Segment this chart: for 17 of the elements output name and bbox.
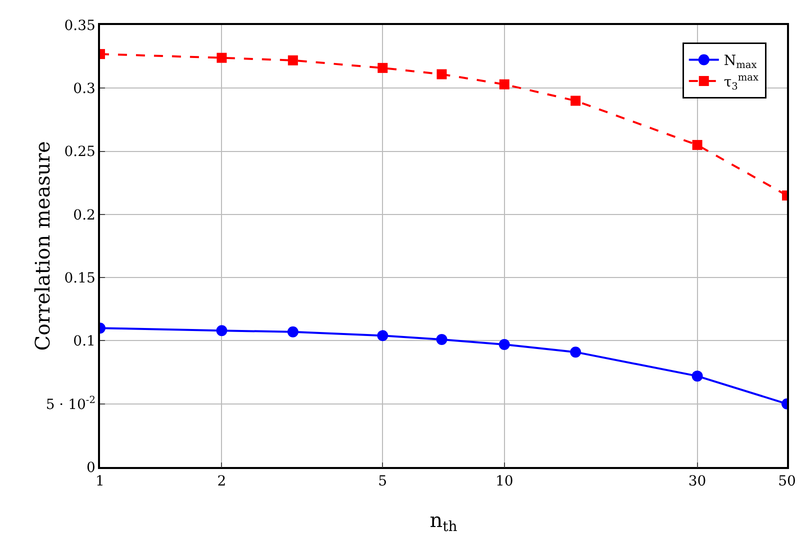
legend-label: N$_{max}$ <box>724 53 758 72</box>
y-axis-title: Correlation measure <box>30 141 54 351</box>
y-tick-label: 0.25 <box>64 144 96 160</box>
y-tick-label: 0.2 <box>73 207 96 224</box>
x-tick-label: 30 <box>688 474 706 490</box>
y-tick-label: 5 · 10$^{-2}$ <box>46 394 96 413</box>
y-tick-label: 0.35 <box>64 18 96 34</box>
x-tick-label: 1 <box>96 474 104 490</box>
y-tick-label: 0 <box>86 460 96 476</box>
x-tick-label: 2 <box>217 474 226 490</box>
x-tick-label: 5 <box>378 474 388 490</box>
y-tick-label: 0.1 <box>73 334 96 350</box>
x-tick-label: 50 <box>778 474 796 490</box>
x-tick-label: 10 <box>495 474 514 490</box>
y-tick-label: 0.3 <box>73 81 96 98</box>
y-tick-label: 0.15 <box>64 270 96 286</box>
x-axis-title: n$_{th}$ <box>430 508 458 535</box>
